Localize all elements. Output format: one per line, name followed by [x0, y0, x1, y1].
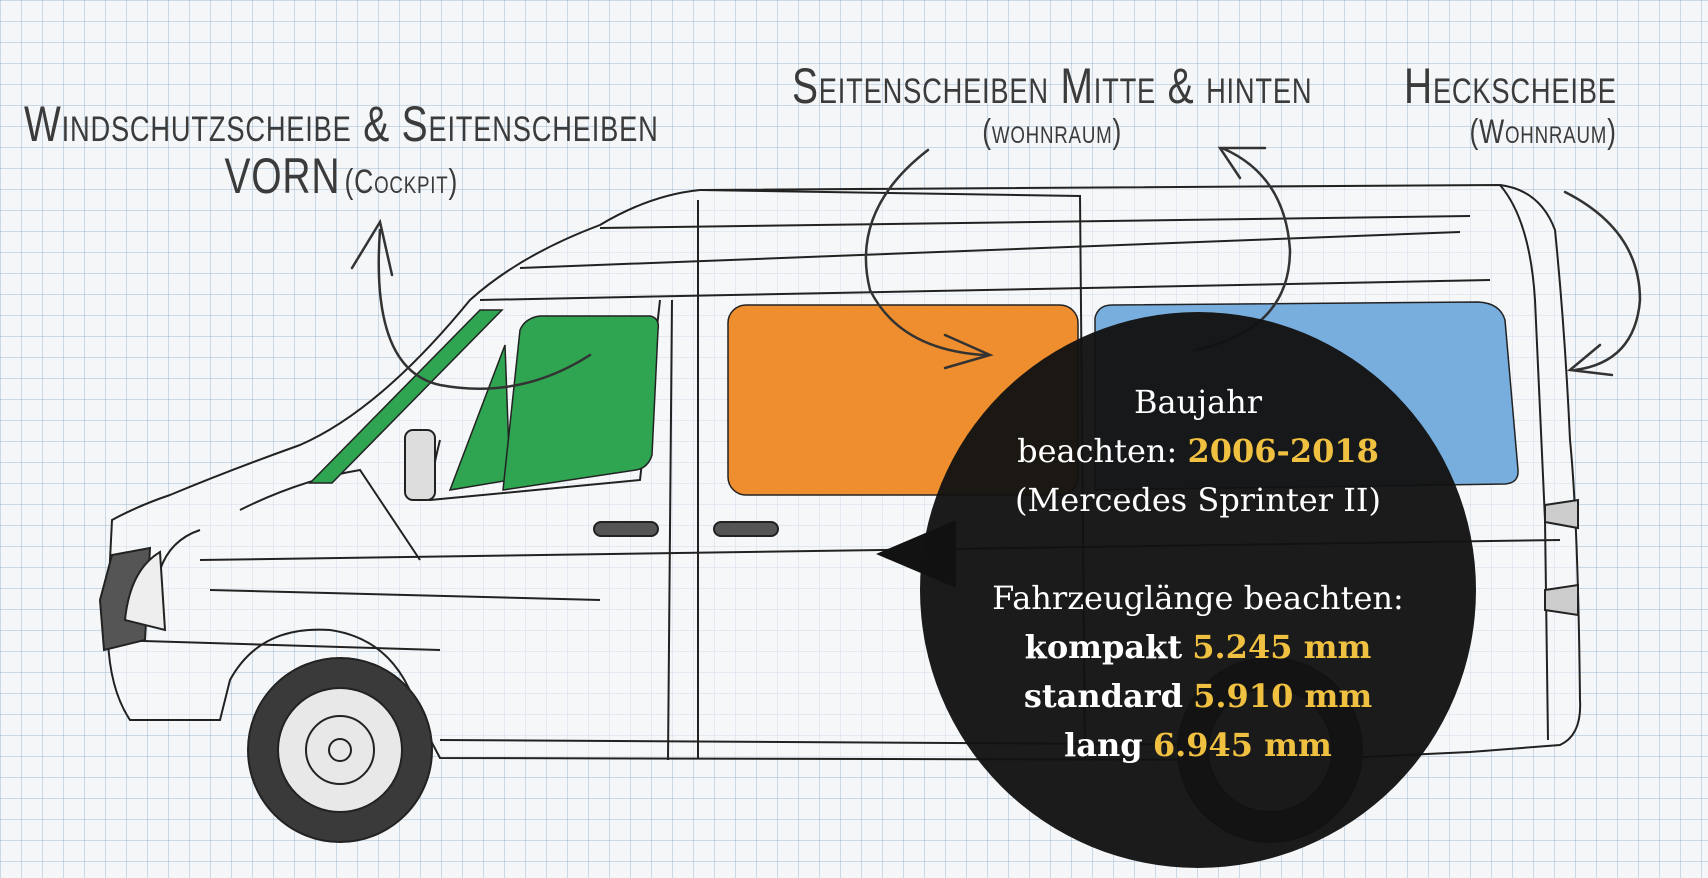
length-value: 5.910 mm [1193, 677, 1373, 715]
baujahr-row: beachten: 2006-2018 [940, 427, 1456, 476]
arrow-rear [1563, 190, 1642, 377]
windshield-strip [308, 309, 504, 484]
info-bubble-text: Baujahr beachten: 2006-2018 (Mercedes Sp… [940, 378, 1456, 770]
label-front-windows: Windschutzscheibe & Seitenscheiben VORN … [24, 98, 659, 202]
label-front-line2b: (Cockpit) [344, 163, 459, 201]
length-row: standard 5.910 mm [940, 672, 1456, 721]
label-rear-line2: (Wohnraum) [1469, 113, 1617, 151]
length-value: 6.945 mm [1152, 726, 1332, 764]
length-row: lang 6.945 mm [940, 721, 1456, 770]
length-name: standard [1023, 677, 1183, 715]
length-row: kompakt 5.245 mm [940, 623, 1456, 672]
baujahr-value: 2006-2018 [1187, 432, 1379, 470]
arrow-front [350, 218, 592, 390]
model-name: (Mercedes Sprinter II) [1015, 481, 1381, 519]
baujahr-label: Baujahr [1133, 383, 1263, 421]
length-value: 5.245 mm [1192, 628, 1372, 666]
baujahr-label2: beachten: [1017, 432, 1178, 470]
length-name: kompakt [1024, 628, 1183, 666]
length-heading: Fahrzeuglänge beachten: [992, 579, 1404, 617]
label-mid-line2: (wohnraum) [982, 113, 1123, 151]
label-middle-windows: Seitenscheiben Mitte & hinten (wohnraum) [792, 60, 1312, 152]
front-wheel [247, 657, 433, 843]
info-bubble [920, 312, 1476, 868]
label-rear-window: Heckscheibe (Wohnraum) [1404, 60, 1617, 152]
front-side-window [502, 315, 660, 491]
label-front-line1: Windschutzscheibe & Seitenscheiben [24, 96, 659, 152]
length-name: lang [1064, 726, 1143, 764]
front-side-window-small [448, 344, 511, 491]
arrow-middle-left [864, 148, 994, 370]
label-mid-line1: Seitenscheiben Mitte & hinten [792, 58, 1313, 114]
label-front-line2a: VORN [224, 148, 341, 204]
label-rear-line1: Heckscheibe [1404, 58, 1617, 114]
